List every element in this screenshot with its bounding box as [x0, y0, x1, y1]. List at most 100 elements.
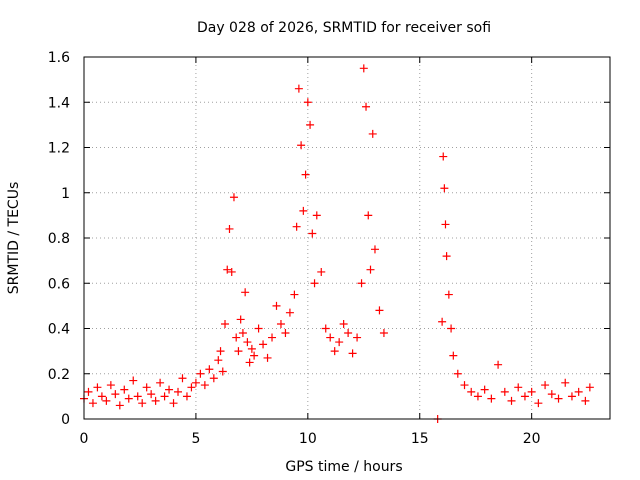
- data-point: [124, 394, 133, 403]
- data-point: [453, 369, 462, 378]
- x-tick-label: 0: [80, 431, 89, 447]
- data-point: [330, 347, 339, 356]
- data-point: [344, 329, 353, 338]
- data-point: [151, 396, 160, 405]
- plot-frame: [83, 56, 611, 420]
- y-tick-labels: 0 0.2 0.4 0.6 0.8 1 1.2 1.4 1.6: [48, 50, 70, 428]
- data-point: [379, 329, 388, 338]
- data-point: [268, 333, 277, 342]
- x-axis-title: GPS time / hours: [285, 459, 402, 475]
- data-point: [276, 319, 285, 328]
- data-point: [106, 381, 115, 390]
- data-point: [218, 367, 227, 376]
- data-point: [567, 392, 576, 401]
- data-point: [263, 353, 272, 362]
- y-axis-title: SRMTID / TECUs: [6, 182, 22, 295]
- data-point: [227, 267, 236, 276]
- y-tick-label: 1: [61, 186, 70, 202]
- data-point: [238, 329, 247, 338]
- data-point: [216, 347, 225, 356]
- data-point: [447, 324, 456, 333]
- y-tick-label: 0.8: [48, 231, 70, 247]
- data-point: [467, 387, 476, 396]
- y-tick-label: 1.2: [48, 141, 70, 157]
- data-point: [285, 308, 294, 317]
- x-tick-labels: 0 5 10 15 20: [80, 431, 541, 447]
- data-point: [221, 319, 230, 328]
- data-point: [205, 365, 214, 374]
- data-point: [243, 338, 252, 347]
- data-points: [80, 64, 594, 423]
- data-point: [178, 374, 187, 383]
- data-point: [317, 267, 326, 276]
- data-point: [182, 392, 191, 401]
- data-point: [209, 374, 218, 383]
- data-point: [292, 222, 301, 231]
- data-point: [102, 396, 111, 405]
- data-point: [310, 279, 319, 288]
- data-point: [169, 399, 178, 408]
- data-point: [223, 265, 232, 274]
- data-point: [574, 387, 583, 396]
- data-point: [348, 349, 357, 358]
- data-point: [299, 206, 308, 215]
- data-point: [84, 387, 93, 396]
- data-point: [115, 401, 124, 410]
- data-point: [527, 387, 536, 396]
- data-point: [359, 64, 368, 73]
- data-point: [138, 399, 147, 408]
- data-point: [254, 324, 263, 333]
- data-point: [196, 369, 205, 378]
- y-tick-label: 0.6: [48, 276, 70, 292]
- data-point: [111, 390, 120, 399]
- data-point: [225, 224, 234, 233]
- data-point: [272, 301, 281, 310]
- data-point: [335, 338, 344, 347]
- data-point: [301, 170, 310, 179]
- data-point: [321, 324, 330, 333]
- data-point: [236, 315, 245, 324]
- data-point: [200, 381, 209, 390]
- grid-layer: [84, 57, 610, 419]
- data-point: [339, 319, 348, 328]
- data-point: [460, 381, 469, 390]
- data-point: [187, 383, 196, 392]
- data-point: [480, 385, 489, 394]
- data-point: [312, 211, 321, 220]
- data-point: [487, 394, 496, 403]
- data-point: [97, 392, 106, 401]
- data-point: [129, 376, 138, 385]
- data-point: [353, 333, 362, 342]
- data-point: [370, 245, 379, 254]
- data-point: [449, 351, 458, 360]
- data-point: [541, 381, 550, 390]
- x-tick-label: 10: [299, 431, 317, 447]
- data-point: [174, 387, 183, 396]
- data-point: [303, 98, 312, 107]
- data-point: [232, 333, 241, 342]
- data-point: [133, 392, 142, 401]
- data-point: [297, 141, 306, 150]
- data-point: [88, 399, 97, 408]
- data-point: [561, 378, 570, 387]
- data-point: [494, 360, 503, 369]
- chart-title: Day 028 of 2026, SRMTID for receiver sof…: [197, 20, 491, 36]
- y-tick-label: 0.2: [48, 367, 70, 383]
- y-tick-label: 0.4: [48, 322, 70, 338]
- x-tick-label: 15: [411, 431, 429, 447]
- data-point: [585, 383, 594, 392]
- data-point: [554, 394, 563, 403]
- data-point: [581, 396, 590, 405]
- data-point: [438, 317, 447, 326]
- data-point: [326, 333, 335, 342]
- data-point: [520, 392, 529, 401]
- data-point: [308, 229, 317, 238]
- data-point: [290, 290, 299, 299]
- data-point: [473, 392, 482, 401]
- data-point: [120, 385, 129, 394]
- data-point: [375, 306, 384, 315]
- axis-ticks: [83, 56, 610, 420]
- data-point: [442, 252, 451, 261]
- data-point: [241, 288, 250, 297]
- data-point: [247, 344, 256, 353]
